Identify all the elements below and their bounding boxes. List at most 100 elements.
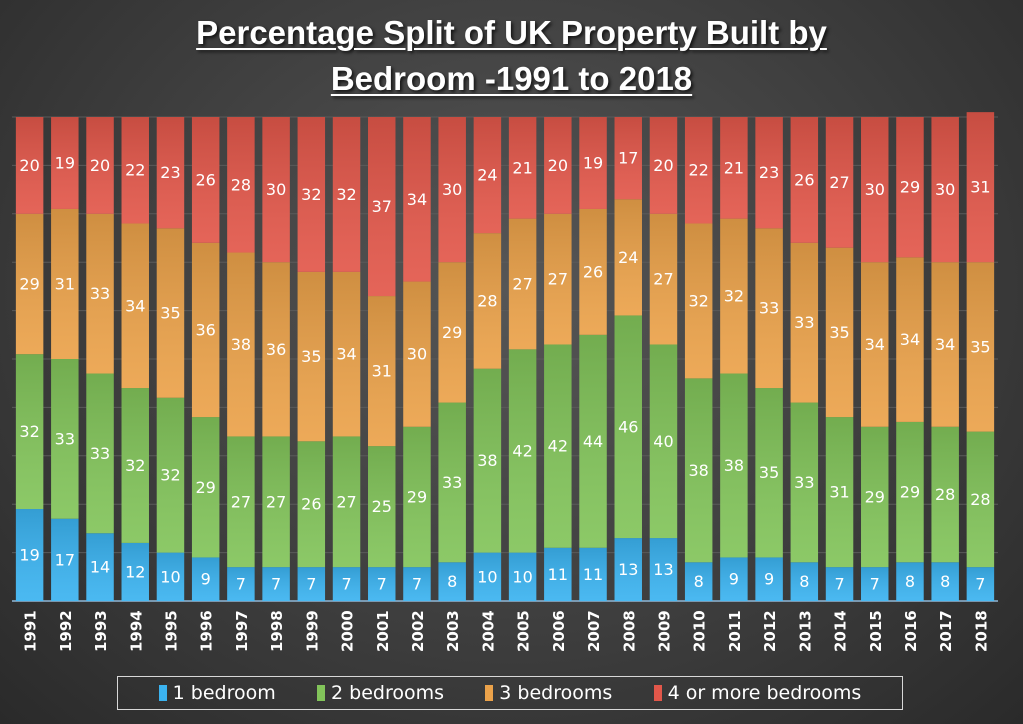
bar-segment-shade	[86, 213, 114, 374]
data-label: 24	[618, 248, 638, 267]
data-label: 19	[55, 153, 75, 172]
bar-segment-shade	[403, 117, 431, 282]
x-tick-label: 2013	[796, 610, 814, 652]
data-label: 10	[512, 567, 532, 586]
data-label: 29	[407, 487, 427, 506]
x-tick-label: 2006	[550, 610, 568, 652]
legend-swatch	[158, 685, 167, 701]
bar-stack-2009: 13 40 27 20	[649, 117, 678, 601]
data-label: 33	[794, 473, 814, 492]
data-label: 10	[477, 567, 497, 586]
data-label: 8	[905, 572, 915, 591]
bar-stack-1996: 9 29 36 26	[191, 117, 220, 601]
x-tick-label: 2002	[409, 610, 427, 652]
bar-segment-shade	[544, 547, 572, 601]
data-label: 20	[19, 156, 39, 175]
data-label: 37	[372, 197, 392, 216]
bar-segment-shade	[684, 223, 713, 379]
data-label: 28	[935, 485, 955, 504]
bar-segment-shade	[790, 242, 819, 403]
bar-stack-2016: 8 29 34 29	[896, 117, 924, 601]
data-label: 7	[834, 575, 844, 594]
data-label: 7	[236, 575, 246, 594]
bar-segment-shade	[720, 373, 748, 558]
x-tick-label: 1997	[233, 610, 251, 652]
data-label: 8	[799, 572, 809, 591]
x-tick-label: 1991	[22, 610, 40, 652]
bar-segment-shade	[508, 117, 537, 219]
data-label: 26	[794, 170, 814, 189]
bar-segment-shade	[15, 117, 44, 214]
bar-stack-2005: 10 42 27 21	[508, 117, 537, 601]
data-label: 20	[548, 156, 568, 175]
bar-stack-2014: 7 31 35 27	[825, 117, 854, 601]
bar-segment-shade	[649, 117, 678, 214]
data-label: 7	[341, 575, 351, 594]
bar-segment-shade	[473, 233, 502, 369]
bar-segment-shade	[896, 562, 924, 601]
x-tick-label: 2001	[374, 610, 392, 652]
data-label: 20	[90, 156, 110, 175]
bar-segment-shade	[15, 354, 44, 510]
data-label: 23	[759, 163, 779, 182]
bar-stack-2007: 11 44 26 19	[579, 117, 607, 601]
bar-segment-shade	[966, 112, 995, 263]
data-label: 29	[900, 178, 920, 197]
bar-segment-shade	[86, 533, 114, 601]
bar-segment-shade	[720, 557, 748, 601]
data-label: 14	[90, 558, 110, 577]
bar-segment-shade	[544, 344, 572, 548]
bar-segment-shade	[649, 213, 678, 345]
bar-segment-shade	[896, 421, 924, 563]
bar-segment-shade	[684, 117, 713, 224]
data-label: 8	[940, 572, 950, 591]
data-label: 29	[19, 274, 39, 293]
legend: 1 bedroom 2 bedrooms 3 bedrooms 4 or more b…	[117, 676, 903, 710]
data-label: 28	[231, 175, 251, 194]
data-label: 31	[829, 483, 849, 502]
data-label: 42	[548, 437, 568, 456]
bar-segment-shade	[473, 552, 502, 601]
bar-segment-shade	[579, 334, 607, 548]
bar-segment-shade	[262, 567, 290, 601]
legend-item: 1 bedroom	[158, 682, 276, 704]
bar-segment-shade	[191, 557, 220, 601]
bar-segment-shade	[861, 117, 889, 263]
bar-segment-shade	[403, 281, 431, 427]
legend-swatch	[653, 685, 662, 701]
bar-segment-shade	[684, 378, 713, 563]
legend-swatch	[485, 685, 494, 701]
data-label: 35	[829, 323, 849, 342]
x-tick-label: 2005	[515, 610, 533, 652]
bar-segment-shade	[191, 117, 220, 243]
data-label: 30	[442, 180, 462, 199]
data-label: 29	[900, 483, 920, 502]
data-label: 30	[266, 180, 286, 199]
chart-title: Percentage Split of UK Property Built by…	[0, 10, 1023, 102]
data-label: 11	[583, 565, 603, 584]
x-tick-label: 2012	[761, 610, 779, 652]
bar-segment-shade	[544, 213, 572, 345]
bar-segment-shade	[508, 349, 537, 553]
data-label: 42	[512, 441, 532, 460]
bar-segment-shade	[121, 388, 149, 543]
data-label: 7	[306, 575, 316, 594]
data-label: 31	[55, 274, 75, 293]
data-label: 22	[125, 161, 145, 180]
bar-segment-shade	[790, 562, 819, 601]
bar-segment-shade	[684, 562, 713, 601]
data-label: 29	[442, 323, 462, 342]
x-tick-label: 2017	[937, 610, 955, 652]
data-label: 46	[618, 417, 638, 436]
bar-segment-shade	[579, 208, 607, 335]
legend-label: 4 or more bedrooms	[667, 682, 862, 704]
bar-stack-2002: 7 29 30 34	[403, 117, 431, 601]
bar-segment-shade	[438, 262, 466, 403]
bar-segment-shade	[508, 218, 537, 350]
data-label: 26	[301, 495, 321, 514]
data-label: 9	[764, 570, 774, 589]
data-label: 21	[724, 158, 744, 177]
data-label: 27	[829, 173, 849, 192]
data-label: 7	[377, 575, 387, 594]
data-label: 22	[688, 161, 708, 180]
